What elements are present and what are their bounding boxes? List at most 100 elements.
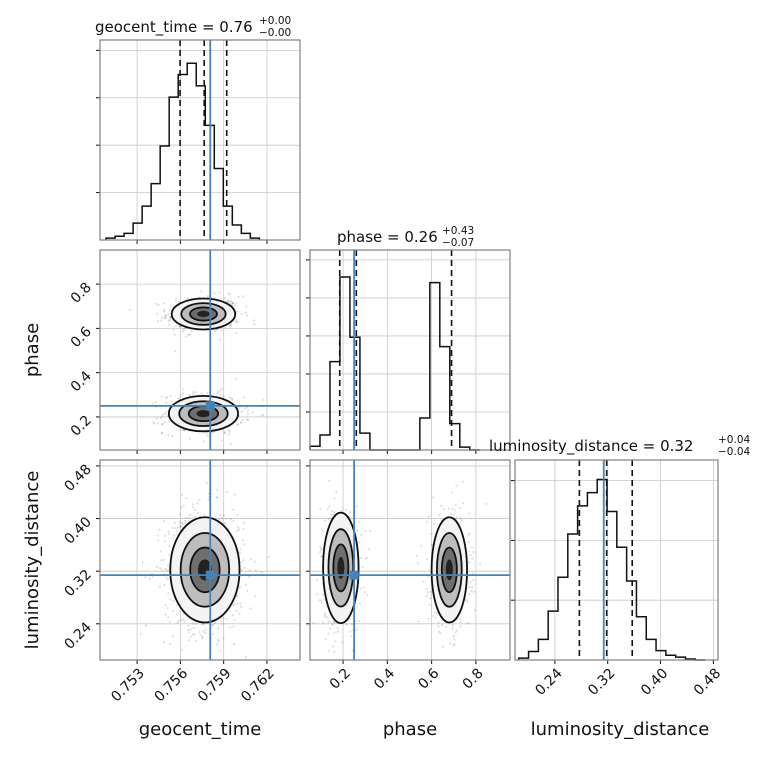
scatter-point: [128, 308, 131, 311]
scatter-point: [219, 389, 222, 392]
scatter-point: [454, 631, 457, 634]
scatter-point: [167, 592, 170, 595]
scatter-point: [163, 540, 166, 543]
scatter-point: [237, 526, 240, 529]
scatter-point: [229, 300, 233, 303]
histogram-bin: [636, 617, 646, 660]
scatter-point: [432, 522, 435, 526]
scatter-point: [241, 295, 244, 298]
scatter-point: [439, 632, 442, 635]
scatter-point: [158, 528, 161, 531]
scatter-point: [242, 539, 245, 542]
scatter-point: [190, 330, 193, 333]
scatter-point: [211, 623, 214, 626]
scatter-point: [328, 479, 331, 482]
scatter-point: [211, 624, 214, 627]
scatter-point: [326, 508, 329, 511]
scatter-point: [324, 615, 327, 619]
scatter-point: [198, 631, 201, 634]
scatter-point: [201, 635, 204, 638]
scatter-point: [191, 633, 194, 636]
scatter-point: [359, 587, 362, 590]
scatter-point: [368, 529, 372, 533]
scatter-point: [246, 412, 249, 416]
scatter-point: [188, 437, 191, 440]
scatter-point: [141, 561, 144, 564]
scatter-point: [467, 533, 470, 536]
scatter-point: [159, 550, 162, 553]
scatter-point: [219, 649, 222, 652]
scatter-point: [219, 338, 222, 341]
scatter-point: [168, 309, 171, 312]
scatter-point: [187, 631, 190, 634]
scatter-point: [438, 513, 441, 517]
scatter-point: [238, 613, 241, 616]
scatter-point: [323, 614, 326, 617]
scatter-point: [158, 566, 161, 570]
scatter-point: [330, 510, 333, 513]
histogram-bin: [558, 577, 568, 660]
scatter-point: [162, 302, 165, 305]
scatter-point: [242, 543, 246, 546]
scatter-geocent_time-phase-frame: [99, 249, 301, 451]
scatter-point: [427, 515, 430, 518]
scatter-point: [174, 297, 178, 300]
scatter-point: [242, 522, 246, 525]
scatter-point: [460, 518, 463, 522]
histogram-bin: [646, 639, 656, 660]
scatter-point: [239, 548, 242, 551]
scatter-point: [441, 645, 445, 648]
scatter-point: [171, 526, 174, 530]
scatter-point: [324, 638, 327, 641]
scatter-point: [334, 640, 337, 643]
scatter-point: [224, 517, 227, 520]
scatter-point: [182, 330, 185, 333]
scatter-point: [161, 316, 164, 319]
scatter-point: [260, 414, 263, 417]
histogram-bin: [187, 63, 196, 240]
histogram-bin: [151, 184, 160, 240]
scatter-point: [181, 392, 184, 395]
scatter-point: [163, 567, 167, 571]
scatter-point: [449, 512, 452, 515]
scatter-point: [328, 505, 331, 508]
scatter-point: [452, 644, 455, 647]
scatter-point: [232, 508, 235, 511]
scatter-point: [168, 620, 172, 623]
scatter-point: [455, 484, 458, 487]
scatter-point: [464, 598, 468, 602]
scatter-point: [336, 630, 340, 633]
scatter-point: [242, 559, 245, 562]
scatter-point: [222, 394, 225, 398]
scatter-point: [360, 533, 363, 536]
scatter-point: [329, 513, 333, 516]
scatter-point: [177, 397, 180, 400]
density-contour: [337, 556, 345, 579]
scatter-point: [366, 593, 369, 596]
scatter-point: [236, 602, 239, 605]
scatter-point: [177, 300, 181, 304]
scatter-point: [245, 305, 248, 308]
scatter-point: [473, 590, 476, 593]
scatter-point: [245, 655, 248, 659]
scatter-point: [188, 333, 191, 336]
scatter-point: [192, 503, 195, 506]
scatter-point: [226, 300, 229, 304]
scatter-point: [246, 409, 249, 412]
scatter-point: [223, 432, 227, 435]
scatter-point: [217, 640, 220, 643]
scatter-point: [331, 623, 334, 626]
scatter-point: [327, 649, 330, 653]
scatter-point: [218, 518, 221, 521]
scatter-point: [173, 521, 176, 525]
x-tick-label-luminosity_distance: 0.32: [585, 666, 618, 699]
scatter-point: [455, 629, 459, 632]
scatter-point: [333, 631, 336, 634]
ylabel-phase: phase: [22, 323, 43, 377]
scatter-point: [181, 525, 184, 529]
scatter-point: [416, 562, 420, 565]
scatter-point: [323, 519, 326, 523]
scatter-point: [461, 480, 464, 483]
scatter-point: [196, 511, 200, 514]
scatter-point: [430, 543, 434, 547]
